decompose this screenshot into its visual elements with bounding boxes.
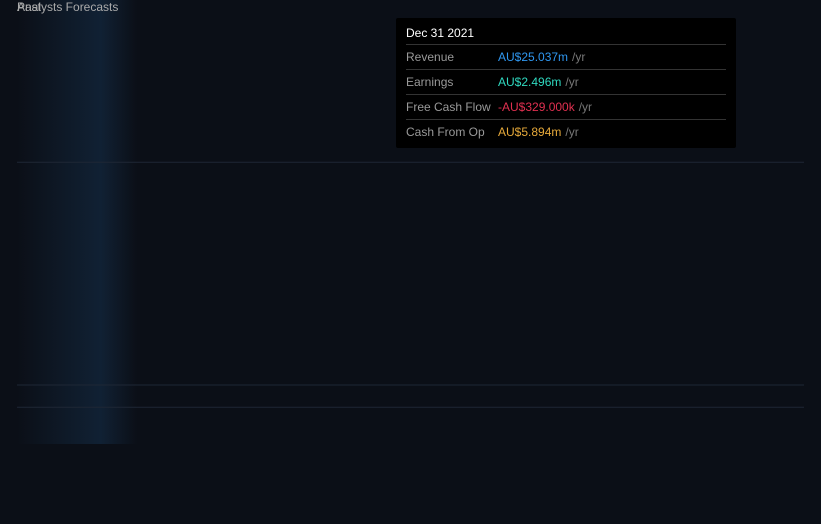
tooltip-row-value: -AU$329.000k/yr (498, 100, 726, 114)
tooltip-row-label: Earnings (406, 75, 498, 89)
tooltip-divider (406, 119, 726, 120)
data-tooltip: Dec 31 2021 RevenueAU$25.037m/yrEarnings… (396, 18, 736, 148)
tooltip-divider (406, 94, 726, 95)
tooltip-divider (406, 44, 726, 45)
tooltip-row-value: AU$2.496m/yr (498, 75, 726, 89)
tooltip-row-value: AU$25.037m/yr (498, 50, 726, 64)
tooltip-row-label: Free Cash Flow (406, 100, 498, 114)
tooltip-row-label: Cash From Op (406, 125, 498, 139)
tooltip-divider (406, 69, 726, 70)
tooltip-row: Cash From OpAU$5.894m/yr (406, 124, 726, 140)
tooltip-row-label: Revenue (406, 50, 498, 64)
tooltip-row: RevenueAU$25.037m/yr (406, 49, 726, 65)
tooltip-row-value: AU$5.894m/yr (498, 125, 726, 139)
tooltip-row: EarningsAU$2.496m/yr (406, 74, 726, 90)
section-label-forecast: Analysts Forecasts (17, 0, 118, 14)
chart-container: Dec 31 2021 RevenueAU$25.037m/yrEarnings… (0, 0, 821, 524)
tooltip-title: Dec 31 2021 (406, 26, 726, 40)
tooltip-row: Free Cash Flow-AU$329.000k/yr (406, 99, 726, 115)
